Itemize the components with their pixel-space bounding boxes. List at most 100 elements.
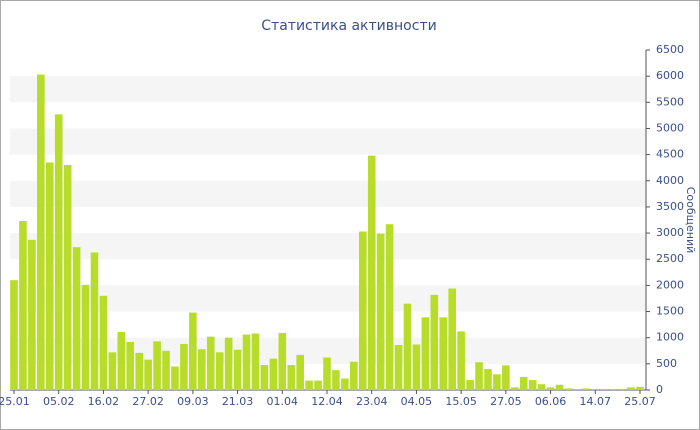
bar: [412, 344, 421, 390]
bar: [108, 352, 117, 390]
bar: [457, 331, 465, 390]
bar: [618, 388, 626, 390]
bar: [28, 239, 36, 390]
bar: [358, 231, 367, 390]
x-tick-label: 01.04: [267, 395, 299, 408]
grid-band: [10, 180, 646, 207]
bar: [305, 380, 313, 390]
bar: [242, 334, 251, 390]
y-tick-label: 3000: [656, 226, 684, 239]
x-tick-label: 25.01: [0, 395, 30, 408]
bar: [126, 341, 135, 390]
y-tick-label: 0: [656, 383, 663, 396]
bar: [90, 252, 99, 390]
y-tick-label: 3500: [656, 200, 684, 213]
bar: [555, 384, 564, 390]
y-tick-label: 5000: [656, 121, 684, 134]
chart-title: Статистика активности: [261, 18, 436, 34]
bar: [37, 74, 45, 390]
x-tick-label: 25.07: [624, 395, 656, 408]
y-tick-label: 5500: [656, 95, 684, 108]
bar: [224, 337, 233, 390]
bar: [573, 388, 582, 390]
y-tick-label: 6500: [656, 43, 684, 56]
y-tick-label: 4500: [656, 148, 684, 161]
bar: [171, 366, 179, 390]
bar: [198, 349, 206, 390]
bar: [19, 221, 27, 390]
bar: [278, 332, 287, 390]
bar: [591, 388, 600, 390]
bar: [99, 295, 108, 390]
x-tick-label: 14.07: [580, 395, 612, 408]
x-tick-label: 27.02: [132, 395, 164, 408]
bar: [189, 312, 197, 390]
y-tick-label: 1000: [656, 331, 684, 344]
y-tick-label: 2500: [656, 252, 684, 265]
bar: [367, 155, 376, 390]
bar: [153, 341, 161, 390]
bar: [528, 380, 537, 390]
bar: [296, 354, 304, 390]
y-tick-label: 2000: [656, 278, 684, 291]
bar: [287, 364, 296, 390]
x-tick-label: 15.05: [445, 395, 477, 408]
bar: [332, 370, 340, 390]
grid-band: [10, 76, 646, 103]
bar: [233, 349, 242, 390]
bar: [466, 380, 474, 390]
x-tick-label: 06.06: [535, 395, 567, 408]
bar: [502, 365, 510, 390]
y-tick-label: 4000: [656, 174, 684, 187]
bar: [564, 388, 573, 390]
bar: [582, 388, 591, 390]
bar: [215, 352, 224, 390]
bar: [385, 224, 394, 390]
bar: [519, 376, 528, 390]
x-tick-label: 09.03: [177, 395, 209, 408]
bar: [546, 387, 555, 390]
bar: [341, 378, 349, 390]
bar: [162, 350, 170, 390]
bar: [144, 359, 152, 390]
x-tick-label: 27.05: [490, 395, 522, 408]
y-tick-label: 6000: [656, 69, 684, 82]
bar: [475, 362, 483, 390]
x-tick-label: 12.04: [311, 395, 343, 408]
bar: [72, 247, 81, 390]
x-tick-label: 04.05: [401, 395, 433, 408]
bar: [81, 284, 90, 390]
bar: [206, 336, 215, 390]
bar: [350, 361, 358, 390]
bar: [600, 388, 609, 390]
bar: [260, 364, 269, 390]
bar: [493, 374, 501, 390]
bar: [448, 288, 456, 390]
bar: [484, 369, 492, 390]
bar: [314, 380, 322, 390]
bar: [10, 280, 18, 390]
bar: [323, 357, 331, 390]
bar: [251, 333, 260, 390]
bar: [117, 331, 126, 390]
bar: [537, 384, 546, 390]
bar: [609, 388, 617, 390]
x-tick-label: 23.04: [356, 395, 388, 408]
bar: [269, 358, 278, 390]
bar: [511, 387, 519, 390]
bar: [430, 294, 439, 390]
grid-band: [10, 128, 646, 155]
bar: [376, 233, 385, 390]
x-tick-label: 21.03: [222, 395, 254, 408]
bar: [180, 343, 188, 390]
bar: [439, 317, 448, 390]
x-tick-label: 05.02: [43, 395, 75, 408]
y-tick-label: 500: [656, 357, 677, 370]
y-axis-label: Сообщений: [684, 187, 697, 254]
grid-band: [10, 285, 646, 312]
bar: [403, 303, 412, 390]
bar: [421, 317, 430, 390]
bar: [54, 114, 63, 390]
bar: [636, 386, 644, 390]
